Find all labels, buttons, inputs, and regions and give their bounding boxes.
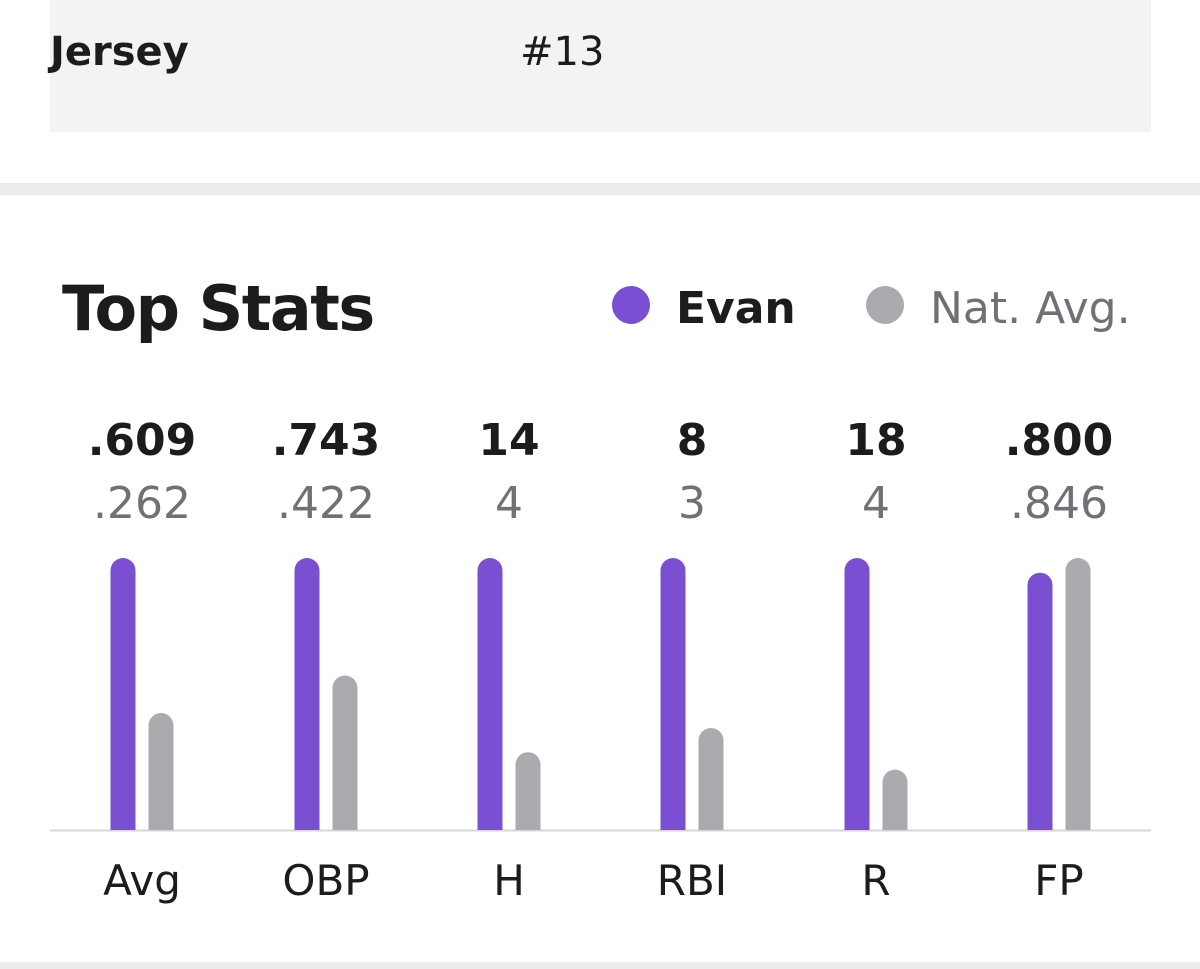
value-label-evan-h: 14 (478, 415, 539, 466)
jersey-card (50, 0, 1151, 132)
bar-nat-avg-obp (332, 675, 358, 830)
value-label-evan-avg: .609 (88, 415, 197, 466)
category-label-avg: Avg (103, 856, 181, 905)
category-label-obp: OBP (282, 856, 369, 905)
legend-label-nat-avg: Nat. Avg. (930, 283, 1131, 334)
value-label-nat-avg-r: 4 (862, 478, 890, 529)
bar-nat-avg-h (515, 752, 541, 830)
value-label-evan-fp: .800 (1005, 415, 1114, 466)
bar-evan-fp (1027, 572, 1053, 830)
bar-nat-avg-rbi (698, 728, 724, 830)
jersey-value: #13 (520, 29, 605, 75)
bar-evan-avg (110, 558, 136, 830)
category-label-rbi: RBI (657, 856, 727, 905)
section-title: Top Stats (62, 272, 375, 345)
bar-evan-r (844, 558, 870, 830)
legend-dot-evan (612, 286, 650, 324)
value-label-nat-avg-fp: .846 (1010, 478, 1108, 529)
value-label-nat-avg-rbi: 3 (678, 478, 706, 529)
value-label-nat-avg-h: 4 (495, 478, 523, 529)
category-label-fp: FP (1034, 856, 1084, 905)
legend-dot-nat-avg (866, 286, 904, 324)
bar-nat-avg-r (882, 769, 908, 830)
section-divider (0, 183, 1200, 195)
legend-label-evan: Evan (676, 283, 796, 334)
bar-nat-avg-avg (148, 713, 174, 830)
value-label-nat-avg-obp: .422 (277, 478, 375, 529)
bar-evan-obp (294, 558, 320, 830)
bar-evan-h (477, 558, 503, 830)
category-label-r: R (861, 856, 890, 905)
category-label-h: H (493, 856, 525, 905)
value-label-evan-rbi: 8 (677, 415, 708, 466)
value-label-evan-r: 18 (845, 415, 906, 466)
bar-evan-rbi (660, 558, 686, 830)
bar-nat-avg-fp (1065, 558, 1091, 830)
value-label-nat-avg-avg: .262 (93, 478, 191, 529)
bottom-divider (0, 962, 1200, 969)
value-label-evan-obp: .743 (272, 415, 381, 466)
jersey-label: Jersey (50, 29, 189, 75)
